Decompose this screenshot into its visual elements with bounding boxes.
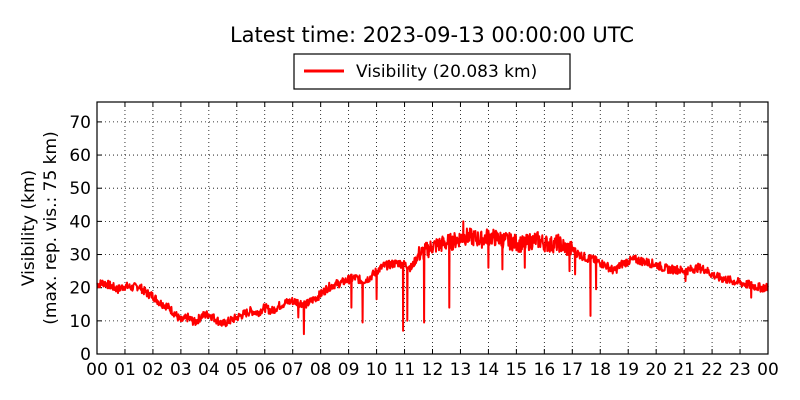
chart-title: Latest time: 2023-09-13 00:00:00 UTC bbox=[230, 23, 634, 47]
y-tick-label: 60 bbox=[69, 146, 91, 166]
plot-frame bbox=[96, 101, 769, 355]
x-tick-label: 09 bbox=[338, 360, 360, 380]
x-tick-label: 03 bbox=[170, 360, 192, 380]
x-tick-label: 11 bbox=[394, 360, 416, 380]
y-tick-label: 50 bbox=[69, 179, 91, 199]
x-tick-label: 23 bbox=[729, 360, 751, 380]
x-tick-label: 02 bbox=[142, 360, 164, 380]
legend: Visibility (20.083 km) bbox=[293, 53, 571, 90]
grid bbox=[97, 102, 768, 354]
series-group bbox=[96, 220, 769, 336]
y-axis-label-line1: Visibility (km) bbox=[19, 170, 39, 286]
x-tick-label: 13 bbox=[450, 360, 472, 380]
x-tick-label: 16 bbox=[534, 360, 556, 380]
series-line-visibility bbox=[96, 220, 769, 336]
x-tick-label: 04 bbox=[198, 360, 220, 380]
x-tick-label: 05 bbox=[226, 360, 248, 380]
y-tick-label: 30 bbox=[69, 246, 91, 266]
x-tick-label: 19 bbox=[617, 360, 639, 380]
x-tick-label: 14 bbox=[478, 360, 500, 380]
y-axis-label-line2: (max. rep. vis.: 75 km) bbox=[41, 131, 61, 324]
x-tick-label: 22 bbox=[701, 360, 723, 380]
x-tick-label: 20 bbox=[645, 360, 667, 380]
x-tick-label: 01 bbox=[114, 360, 136, 380]
legend-label: Visibility (20.083 km) bbox=[356, 62, 537, 82]
x-axis-ticks: 00 01 02 03 04 05 06 07 08 09 10 11 12 13 14 15 16 17 18 19… bbox=[86, 102, 779, 380]
x-tick-label: 00 bbox=[757, 360, 779, 380]
y-tick-label: 20 bbox=[69, 279, 91, 299]
x-tick-label: 17 bbox=[561, 360, 583, 380]
y-tick-label: 10 bbox=[69, 312, 91, 332]
y-tick-label: 70 bbox=[69, 113, 91, 133]
x-tick-label: 00 bbox=[86, 360, 108, 380]
x-tick-label: 07 bbox=[282, 360, 304, 380]
x-tick-label: 21 bbox=[673, 360, 695, 380]
x-tick-label: 18 bbox=[589, 360, 611, 380]
x-tick-label: 10 bbox=[366, 360, 388, 380]
x-tick-label: 08 bbox=[310, 360, 332, 380]
y-axis-ticks: 0 10 20 30 40 50 60 70 bbox=[69, 113, 768, 365]
y-tick-label: 40 bbox=[69, 212, 91, 232]
y-tick-label: 0 bbox=[80, 345, 91, 365]
x-tick-label: 06 bbox=[254, 360, 276, 380]
x-tick-label: 12 bbox=[422, 360, 444, 380]
x-tick-label: 15 bbox=[506, 360, 528, 380]
